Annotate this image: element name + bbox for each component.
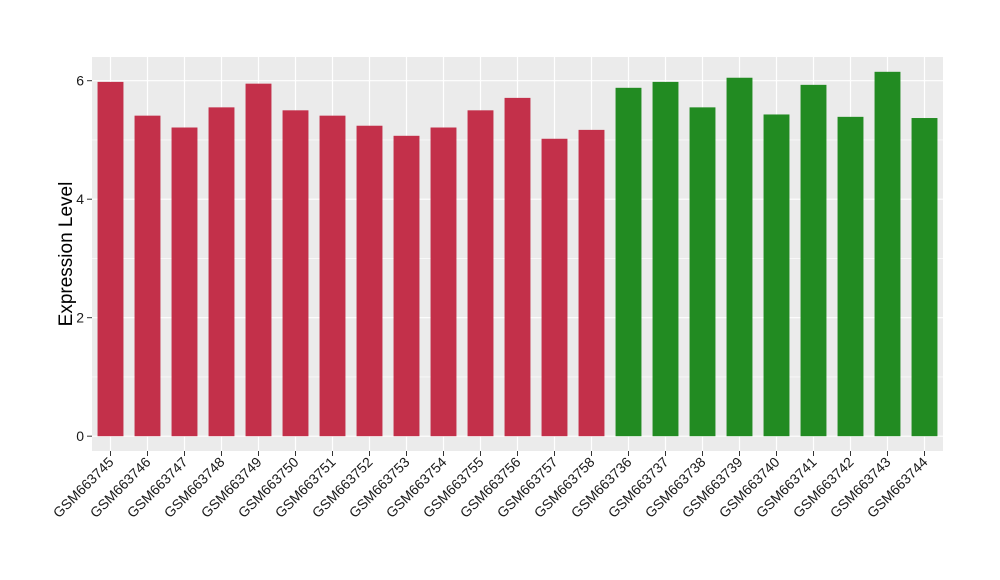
bar-GSM663738 [689, 107, 716, 437]
y-tick-label: 2 [76, 310, 84, 326]
bar-GSM663736 [615, 87, 642, 437]
bar-GSM663749 [245, 83, 272, 437]
bar-GSM663757 [541, 138, 568, 437]
bar-GSM663742 [837, 116, 864, 437]
bar-GSM663753 [393, 135, 420, 437]
bar-GSM663741 [800, 84, 827, 437]
y-tick-label: 4 [76, 191, 84, 207]
bar-GSM663755 [467, 110, 494, 437]
bar-GSM663746 [134, 115, 161, 437]
bar-GSM663737 [652, 81, 679, 437]
bars-group [97, 71, 938, 437]
bar-GSM663739 [726, 77, 753, 437]
bar-GSM663751 [319, 115, 346, 437]
y-tick-label: 0 [76, 428, 84, 444]
bar-GSM663754 [430, 127, 457, 437]
y-axis: 0 2 4 6 [76, 73, 92, 444]
y-tick-label: 6 [76, 73, 84, 89]
bar-GSM663740 [763, 114, 790, 437]
bar-GSM663750 [282, 110, 309, 437]
bar-GSM663747 [171, 127, 198, 437]
bar-GSM663756 [504, 97, 531, 437]
bar-GSM663758 [578, 129, 605, 437]
bar-GSM663743 [874, 71, 901, 437]
bar-GSM663744 [911, 118, 938, 437]
bar-GSM663752 [356, 125, 383, 437]
bar-GSM663748 [208, 107, 235, 437]
x-axis: GSM663745GSM663746GSM663747GSM663748GSM6… [50, 451, 931, 521]
y-axis-title: Expression Level [56, 182, 77, 327]
bar-GSM663745 [97, 81, 124, 437]
